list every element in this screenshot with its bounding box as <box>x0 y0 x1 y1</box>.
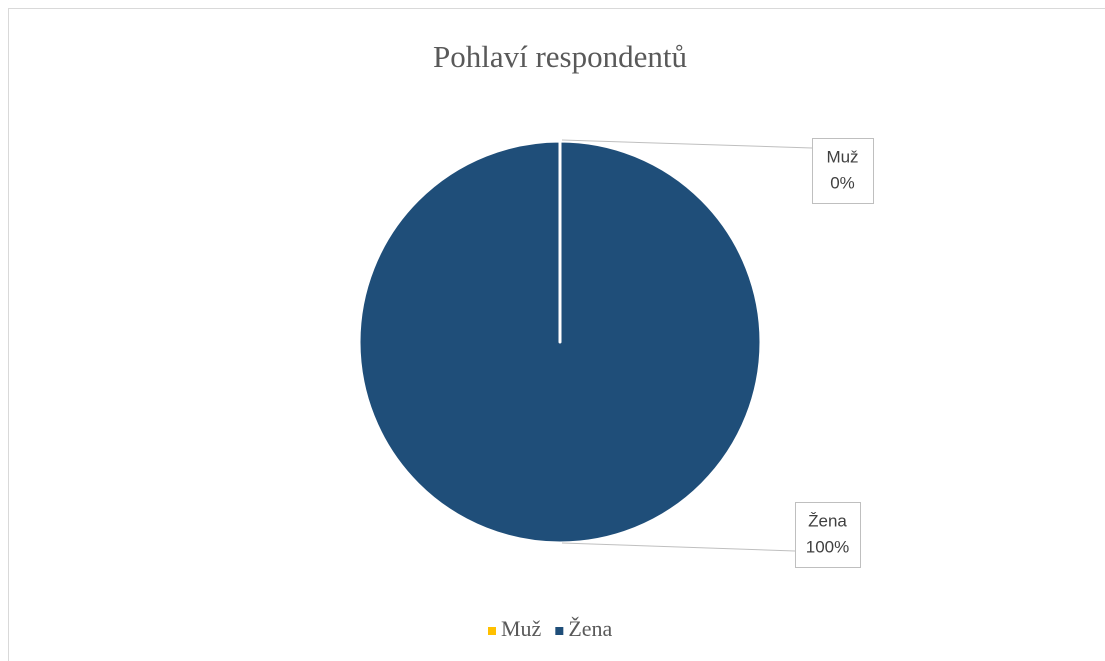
legend-swatch <box>555 627 564 635</box>
legend-label: Muž <box>501 616 542 641</box>
data-label-category: Žena <box>808 511 847 530</box>
data-label-value: 100% <box>806 537 849 556</box>
data-label-value: 0% <box>830 173 855 192</box>
data-label-box <box>812 138 874 204</box>
leader-line <box>561 542 796 552</box>
legend-label: Žena <box>568 616 612 641</box>
legend-swatch <box>488 627 496 635</box>
leader-line <box>561 139 813 149</box>
pie-slice <box>357 139 763 545</box>
data-label-box <box>795 502 861 568</box>
chart-title: Pohlaví respondentů <box>433 39 687 74</box>
data-label-category: Muž <box>826 147 858 166</box>
